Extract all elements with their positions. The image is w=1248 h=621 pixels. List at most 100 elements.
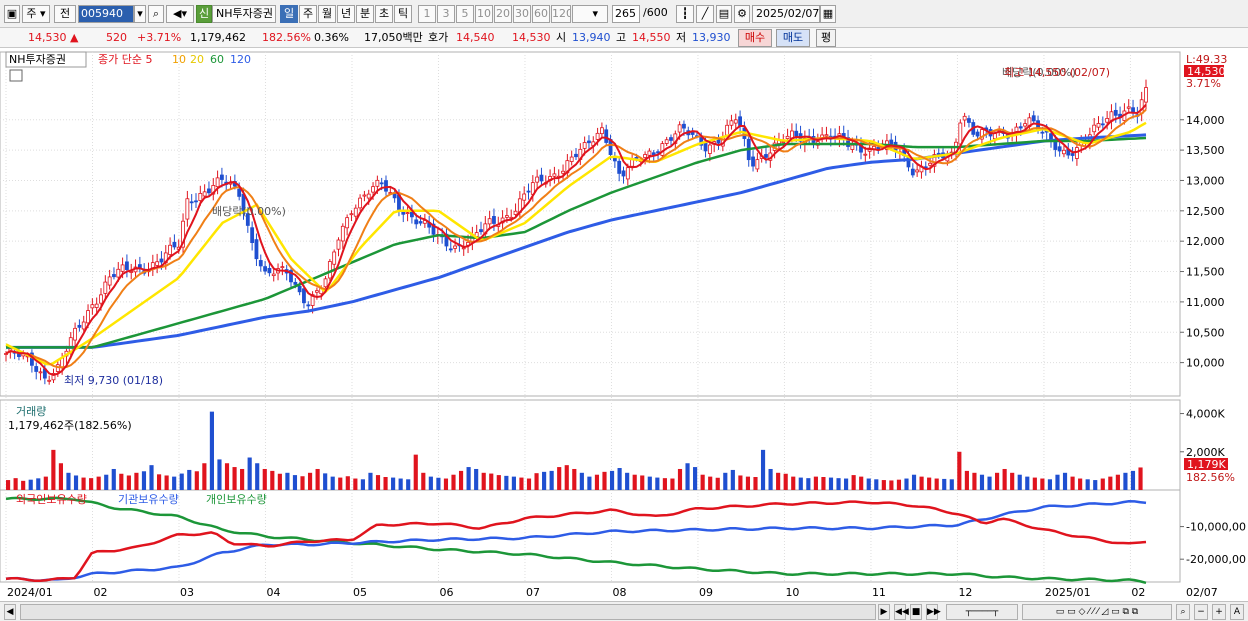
text-tool-icon[interactable]: A: [1230, 604, 1244, 620]
code-dropdown-icon[interactable]: ▾: [134, 5, 146, 23]
candle-body: [77, 324, 82, 328]
volume-bar: [360, 479, 365, 490]
candle-body: [297, 285, 302, 293]
candle-body: [1018, 126, 1023, 129]
volume-bar: [859, 476, 864, 490]
search-icon[interactable]: ⌕: [1176, 604, 1190, 620]
play-icon[interactable]: ▶: [878, 604, 890, 620]
prev-icon[interactable]: ◀◀: [894, 604, 909, 620]
volume-bar: [934, 478, 939, 490]
holdings-legend: 개인보유수량: [206, 493, 267, 506]
candle-body: [617, 160, 622, 174]
candle-body: [99, 294, 103, 304]
price-tick-label: 11,000: [1186, 296, 1225, 309]
volume-bar: [224, 463, 230, 490]
buy-button[interactable]: 매수: [738, 29, 772, 47]
interval-select[interactable]: ▾: [572, 5, 608, 23]
volume-bar: [964, 470, 969, 490]
calendar-icon[interactable]: ▦: [820, 5, 836, 23]
next-icon[interactable]: ▶▶: [926, 604, 941, 620]
candle-body: [181, 220, 185, 248]
month-tick-label: 2025/01: [1045, 586, 1091, 599]
volume-bar: [813, 476, 818, 490]
candle-body: [980, 129, 984, 140]
save-icon[interactable]: ▤: [716, 5, 732, 23]
volume-bar: [1093, 480, 1098, 490]
month-tick-label: 10: [785, 586, 799, 599]
period-select[interactable]: 주 ▾: [22, 5, 50, 23]
tab-month[interactable]: 월: [318, 5, 336, 23]
count-total: /600: [643, 6, 668, 19]
candle-body: [448, 248, 453, 251]
candle-body: [68, 337, 73, 352]
tab-day[interactable]: 일: [280, 5, 298, 23]
volume-bar: [911, 474, 917, 490]
volume-bar: [1130, 470, 1136, 490]
annotation-dividend: 배당락(0.00%): [212, 205, 286, 218]
tab-second[interactable]: 초: [375, 5, 393, 23]
horizontal-scrollbar[interactable]: [20, 604, 876, 620]
minute-option[interactable]: 120: [551, 5, 571, 23]
tab-year[interactable]: 년: [337, 5, 355, 23]
volume-bar: [1085, 479, 1090, 490]
volume-bar: [73, 475, 79, 490]
month-tick-label: 12: [958, 586, 972, 599]
draw-icon[interactable]: ╱: [696, 5, 714, 23]
candle-body: [889, 139, 894, 145]
volume-bar: [436, 477, 441, 490]
volume-bar: [828, 477, 834, 490]
tab-minute[interactable]: 분: [356, 5, 374, 23]
legend-stock-name: NH투자증권: [9, 53, 66, 66]
stock-code-input[interactable]: 005940: [78, 5, 134, 23]
speaker-icon[interactable]: ◀▾: [166, 5, 194, 23]
candle-body: [315, 290, 319, 293]
month-tick-label: 09: [699, 586, 713, 599]
volume-bar: [126, 475, 131, 490]
minute-option[interactable]: 30: [513, 5, 531, 23]
minute-option[interactable]: 60: [532, 5, 550, 23]
candle-body: [129, 271, 134, 273]
candle-body: [574, 153, 578, 158]
sell-button[interactable]: 매도: [776, 29, 810, 47]
volume-bar: [549, 470, 554, 490]
minute-option[interactable]: 20: [494, 5, 512, 23]
volume-bar: [375, 475, 381, 490]
stop-icon[interactable]: ■: [910, 604, 922, 620]
prev-button[interactable]: 전: [54, 5, 76, 23]
tab-tick[interactable]: 틱: [394, 5, 412, 23]
volume-bar: [625, 472, 630, 490]
volume-bar: [164, 475, 169, 490]
volume-bar: [89, 478, 94, 490]
tab-week[interactable]: 주: [299, 5, 317, 23]
candle-icon[interactable]: ┇: [676, 5, 694, 23]
volume-bar: [36, 478, 41, 490]
candle-body: [73, 327, 77, 341]
candle-body: [651, 152, 656, 156]
stock-chart[interactable]: 14,000 13,500 13,000 12,500 12,000 11,500 11,0…: [0, 48, 1248, 601]
candle-body: [293, 281, 298, 285]
zoom-slider[interactable]: ┬────┬: [946, 604, 1018, 620]
date-input[interactable]: 2025/02/07: [752, 5, 820, 23]
minute-option[interactable]: 10: [475, 5, 493, 23]
plus-icon[interactable]: +: [1212, 604, 1226, 620]
volume-bar: [345, 476, 350, 490]
candle-body: [215, 177, 220, 188]
volume-bar: [1017, 474, 1022, 490]
scroll-left-icon[interactable]: ◀: [4, 604, 16, 620]
search-icon[interactable]: ⌕: [148, 5, 164, 23]
open-price: 13,940: [572, 31, 611, 44]
draw-tools[interactable]: ▭ ▭ ◇ ⁄ ⁄ ⁄ ◿ ▭ ⧉ ⧉: [1022, 604, 1172, 620]
candle-body: [245, 213, 250, 226]
minus-icon[interactable]: −: [1194, 604, 1208, 620]
volume-bar: [927, 477, 932, 490]
eval-button[interactable]: 평: [816, 29, 836, 47]
volume-bar: [866, 478, 871, 490]
minute-option[interactable]: 5: [456, 5, 474, 23]
minute-option[interactable]: 1: [418, 5, 436, 23]
count-input[interactable]: 265: [612, 5, 640, 23]
candle-body: [600, 127, 604, 135]
window-icon[interactable]: ▣: [4, 5, 20, 23]
gear-icon[interactable]: ⚙: [734, 5, 750, 23]
volume-bar: [647, 476, 652, 490]
minute-option[interactable]: 3: [437, 5, 455, 23]
